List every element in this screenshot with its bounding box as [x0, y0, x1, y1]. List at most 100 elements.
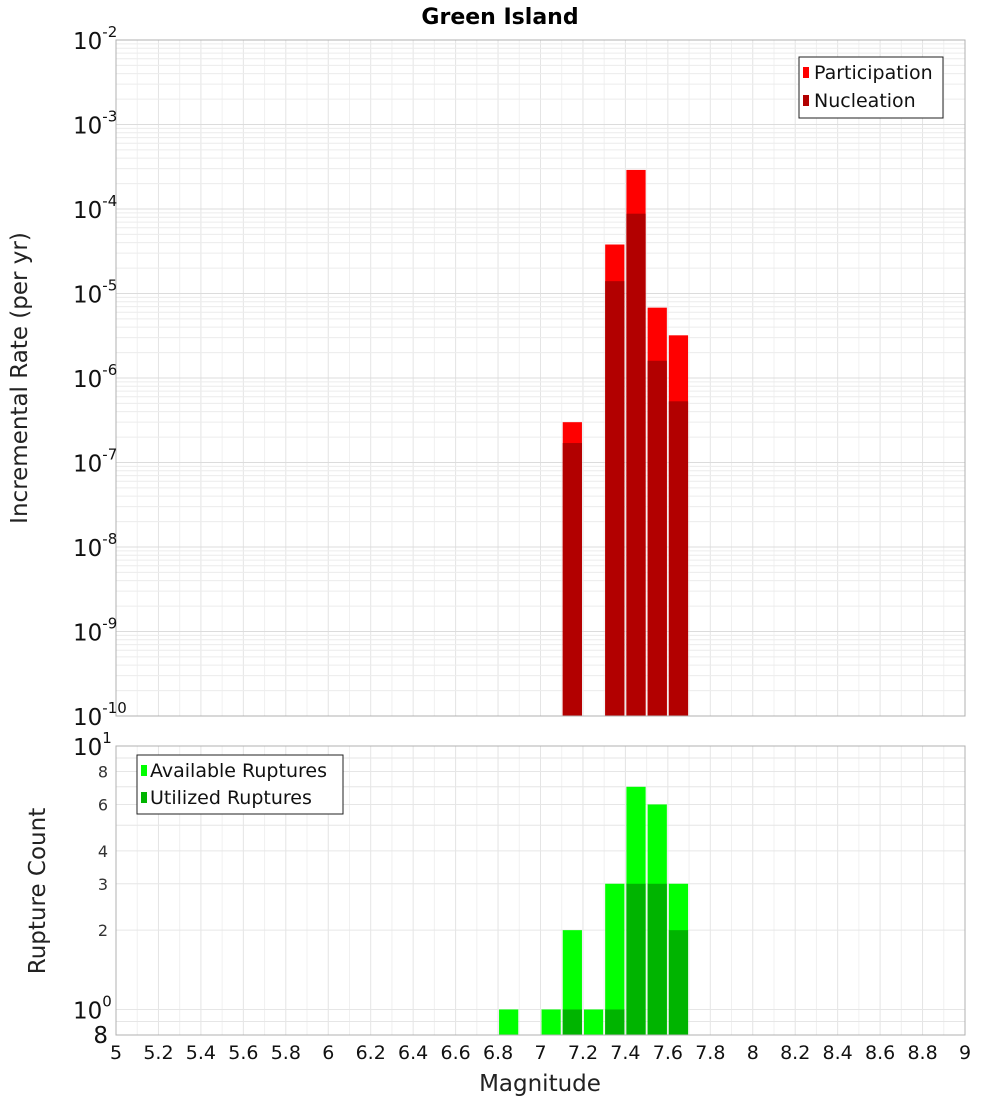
rate-gridlines	[115, 40, 966, 717]
rate-y-tick-label: 10-6	[73, 361, 117, 393]
rate-y-tick-label: 10-7	[73, 446, 117, 478]
x-tick-label: 6	[322, 1042, 334, 1064]
nucleation-bar	[647, 360, 667, 716]
x-tick-label: 5.6	[228, 1042, 258, 1064]
count-y-major-tick-label: 100	[73, 992, 112, 1024]
rate-y-tick-label: 10-4	[73, 192, 117, 224]
rate-y-tick-exponent: -2	[102, 23, 117, 41]
count-y-minor-tick-label: 3	[98, 875, 108, 894]
x-tick-label: 7	[534, 1042, 546, 1064]
rate-y-tick-base: 10	[73, 367, 102, 393]
rate-y-tick-base: 10	[73, 705, 102, 731]
rate-y-tick-label: 10-2	[73, 23, 117, 55]
nucleation-legend-swatch	[803, 95, 809, 106]
count-plot-border	[115, 745, 966, 1036]
available-legend-swatch	[141, 765, 147, 776]
rate-y-tick-exponent: -3	[102, 108, 117, 126]
x-tick-label: 8.4	[823, 1042, 853, 1064]
x-tick-label: 9	[959, 1042, 971, 1064]
rate-y-tick-exponent: -7	[102, 446, 117, 464]
rate-y-tick-exponent: -8	[102, 530, 117, 548]
x-tick-label: 8.8	[907, 1042, 937, 1064]
count-y-tick-exponent: 1	[102, 729, 112, 747]
utilized-ruptures-bar	[626, 883, 646, 1035]
count-legend: Available Ruptures Utilized Ruptures	[136, 754, 344, 815]
nucleation-bar	[605, 281, 625, 716]
nucleation-bar	[626, 213, 646, 716]
utilized-ruptures-bar	[647, 883, 667, 1035]
count-y-tick-base: 10	[73, 998, 102, 1024]
rate-legend-box	[798, 56, 944, 119]
utilized-ruptures-bar	[668, 930, 689, 1035]
utilized-legend-label: Utilized Ruptures	[150, 787, 312, 809]
utilized-legend-swatch	[141, 792, 147, 803]
rate-y-tick-base: 10	[73, 621, 102, 647]
rate-y-tick-label: 10-5	[73, 277, 117, 309]
rate-panel: 10-210-310-410-510-610-710-810-910-10 In…	[7, 23, 966, 731]
x-tick-label: 7.6	[653, 1042, 683, 1064]
rate-y-axis-label: Incremental Rate (per yr)	[7, 232, 33, 524]
nucleation-bar	[668, 401, 689, 716]
count-y-minor-tick-label: 4	[98, 842, 108, 861]
x-tick-label: 7.2	[568, 1042, 598, 1064]
count-y-tick-exponent: 0	[102, 992, 112, 1010]
available-ruptures-bar	[541, 1009, 561, 1035]
x-tick-label: 5.2	[143, 1042, 173, 1064]
rate-y-tick-base: 10	[73, 29, 102, 55]
x-tick-label: 6.2	[356, 1042, 386, 1064]
magnitude-x-ticks: 5 5.2 5.4 5.6 5.8 6 6.2 6.4 6.6 6.8 7 7.2 7.4 7.6 7.8 8…	[110, 1042, 971, 1064]
rate-y-tick-exponent: -6	[102, 361, 117, 379]
available-ruptures-bar	[583, 1009, 604, 1035]
rate-y-tick-exponent: -9	[102, 615, 117, 633]
count-y-bottom-tick-label: 8	[93, 1023, 108, 1049]
rate-y-tick-label: 10-10	[73, 699, 127, 731]
rate-y-tick-label: 10-9	[73, 615, 117, 647]
rate-y-tick-base: 10	[73, 283, 102, 309]
rate-y-tick-base: 10	[73, 198, 102, 224]
x-tick-label: 5.8	[271, 1042, 301, 1064]
x-axis-label: Magnitude	[479, 1071, 601, 1097]
rate-y-tick-base: 10	[73, 536, 102, 562]
x-tick-label: 6.6	[440, 1042, 470, 1064]
x-tick-label: 5	[110, 1042, 122, 1064]
rate-y-tick-exponent: -10	[102, 699, 127, 717]
available-legend-label: Available Ruptures	[150, 760, 327, 782]
rate-y-ticks: 10-210-310-410-510-610-710-810-910-10	[73, 23, 127, 731]
available-ruptures-bar	[499, 1009, 519, 1035]
rate-bars	[562, 169, 689, 716]
utilized-ruptures-bar	[562, 1009, 582, 1035]
count-y-tick-base: 10	[73, 735, 102, 761]
available-ruptures-bar	[605, 883, 625, 1035]
count-bars	[499, 786, 689, 1035]
available-ruptures-bar	[562, 930, 582, 1035]
participation-legend-label: Participation	[814, 62, 933, 84]
count-legend-box	[136, 754, 344, 815]
x-tick-label: 6.8	[483, 1042, 513, 1064]
rate-y-tick-base: 10	[73, 114, 102, 140]
count-y-axis-label: Rupture Count	[25, 808, 51, 974]
nucleation-bar	[562, 443, 582, 716]
participation-legend-swatch	[803, 67, 809, 78]
rate-legend: Participation Nucleation	[798, 56, 944, 119]
rate-y-tick-exponent: -4	[102, 192, 117, 210]
x-tick-label: 7.4	[610, 1042, 640, 1064]
x-tick-label: 8	[747, 1042, 759, 1064]
x-tick-label: 6.4	[398, 1042, 428, 1064]
rate-plot-border	[115, 39, 966, 717]
rate-y-tick-label: 10-8	[73, 530, 117, 562]
x-tick-label: 8.2	[780, 1042, 810, 1064]
count-y-major-tick-label: 101	[73, 729, 112, 761]
x-tick-label: 5.4	[186, 1042, 216, 1064]
count-y-minor-tick-label: 6	[98, 795, 108, 814]
nucleation-legend-label: Nucleation	[814, 90, 916, 112]
chart-title: Green Island	[421, 5, 578, 30]
x-tick-label: 7.8	[695, 1042, 725, 1064]
rate-y-tick-base: 10	[73, 452, 102, 478]
rate-y-tick-exponent: -5	[102, 277, 117, 295]
utilized-ruptures-bar	[605, 1009, 625, 1035]
count-y-minor-tick-label: 2	[98, 921, 108, 940]
count-y-minor-tick-label: 8	[98, 763, 108, 782]
